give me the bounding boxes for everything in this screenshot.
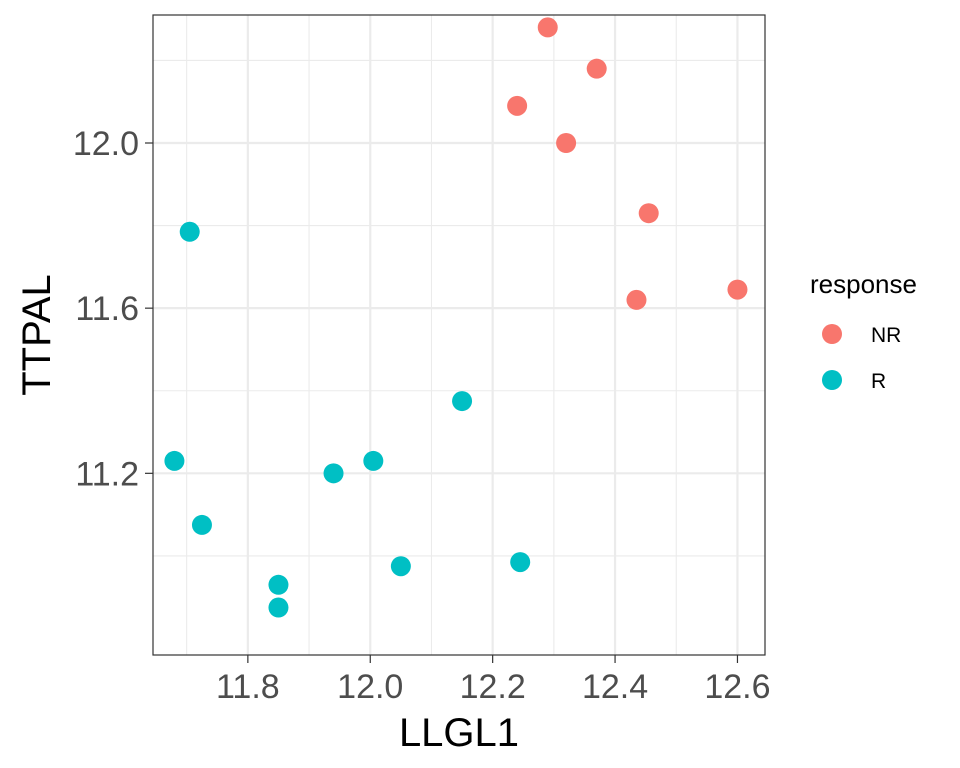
data-point-r (179, 221, 200, 242)
data-point-nr (556, 133, 577, 153)
major-gridlines (153, 15, 765, 655)
data-point-r (164, 450, 185, 471)
data-point-r (268, 597, 289, 618)
legend-key-r (822, 370, 842, 390)
data-point-nr (626, 289, 647, 310)
x-tick-label: 11.8 (216, 668, 280, 706)
data-point-nr (507, 95, 528, 116)
x-tick-label: 12.4 (582, 668, 648, 706)
panel-border (152, 14, 766, 656)
data-point-r (510, 552, 531, 573)
legend: response NR R (810, 269, 917, 393)
data-point-nr (638, 203, 659, 224)
data-point-nr (537, 17, 558, 38)
data-point-r (191, 514, 212, 535)
data-point-nr (586, 58, 607, 79)
y-tick-label: 12.0 (73, 125, 139, 163)
data-point-r (323, 463, 344, 484)
legend-label-nr: NR (871, 324, 901, 347)
legend-label-r: R (871, 370, 886, 393)
y-axis-ticks: 11.2 11.6 12.0 (73, 125, 153, 493)
x-axis-title: LLGL1 (399, 711, 519, 755)
y-axis-title: TTPAL (15, 274, 59, 396)
data-point-r (268, 574, 289, 595)
y-tick-label: 11.2 (75, 455, 139, 493)
data-point-r (452, 391, 473, 412)
data-point-r (363, 450, 384, 471)
x-axis-ticks: 11.8 12.0 12.2 12.4 12.6 (216, 655, 771, 706)
data-point-nr (727, 279, 748, 300)
legend-key-nr (822, 324, 842, 344)
x-tick-label: 12.0 (337, 668, 403, 706)
x-tick-label: 12.2 (460, 668, 526, 706)
minor-gridlines (153, 15, 765, 655)
data-points (164, 17, 748, 618)
data-point-r (390, 556, 411, 577)
legend-title: response (810, 269, 917, 299)
y-tick-label: 11.6 (75, 290, 139, 328)
x-tick-label: 12.6 (704, 668, 770, 706)
